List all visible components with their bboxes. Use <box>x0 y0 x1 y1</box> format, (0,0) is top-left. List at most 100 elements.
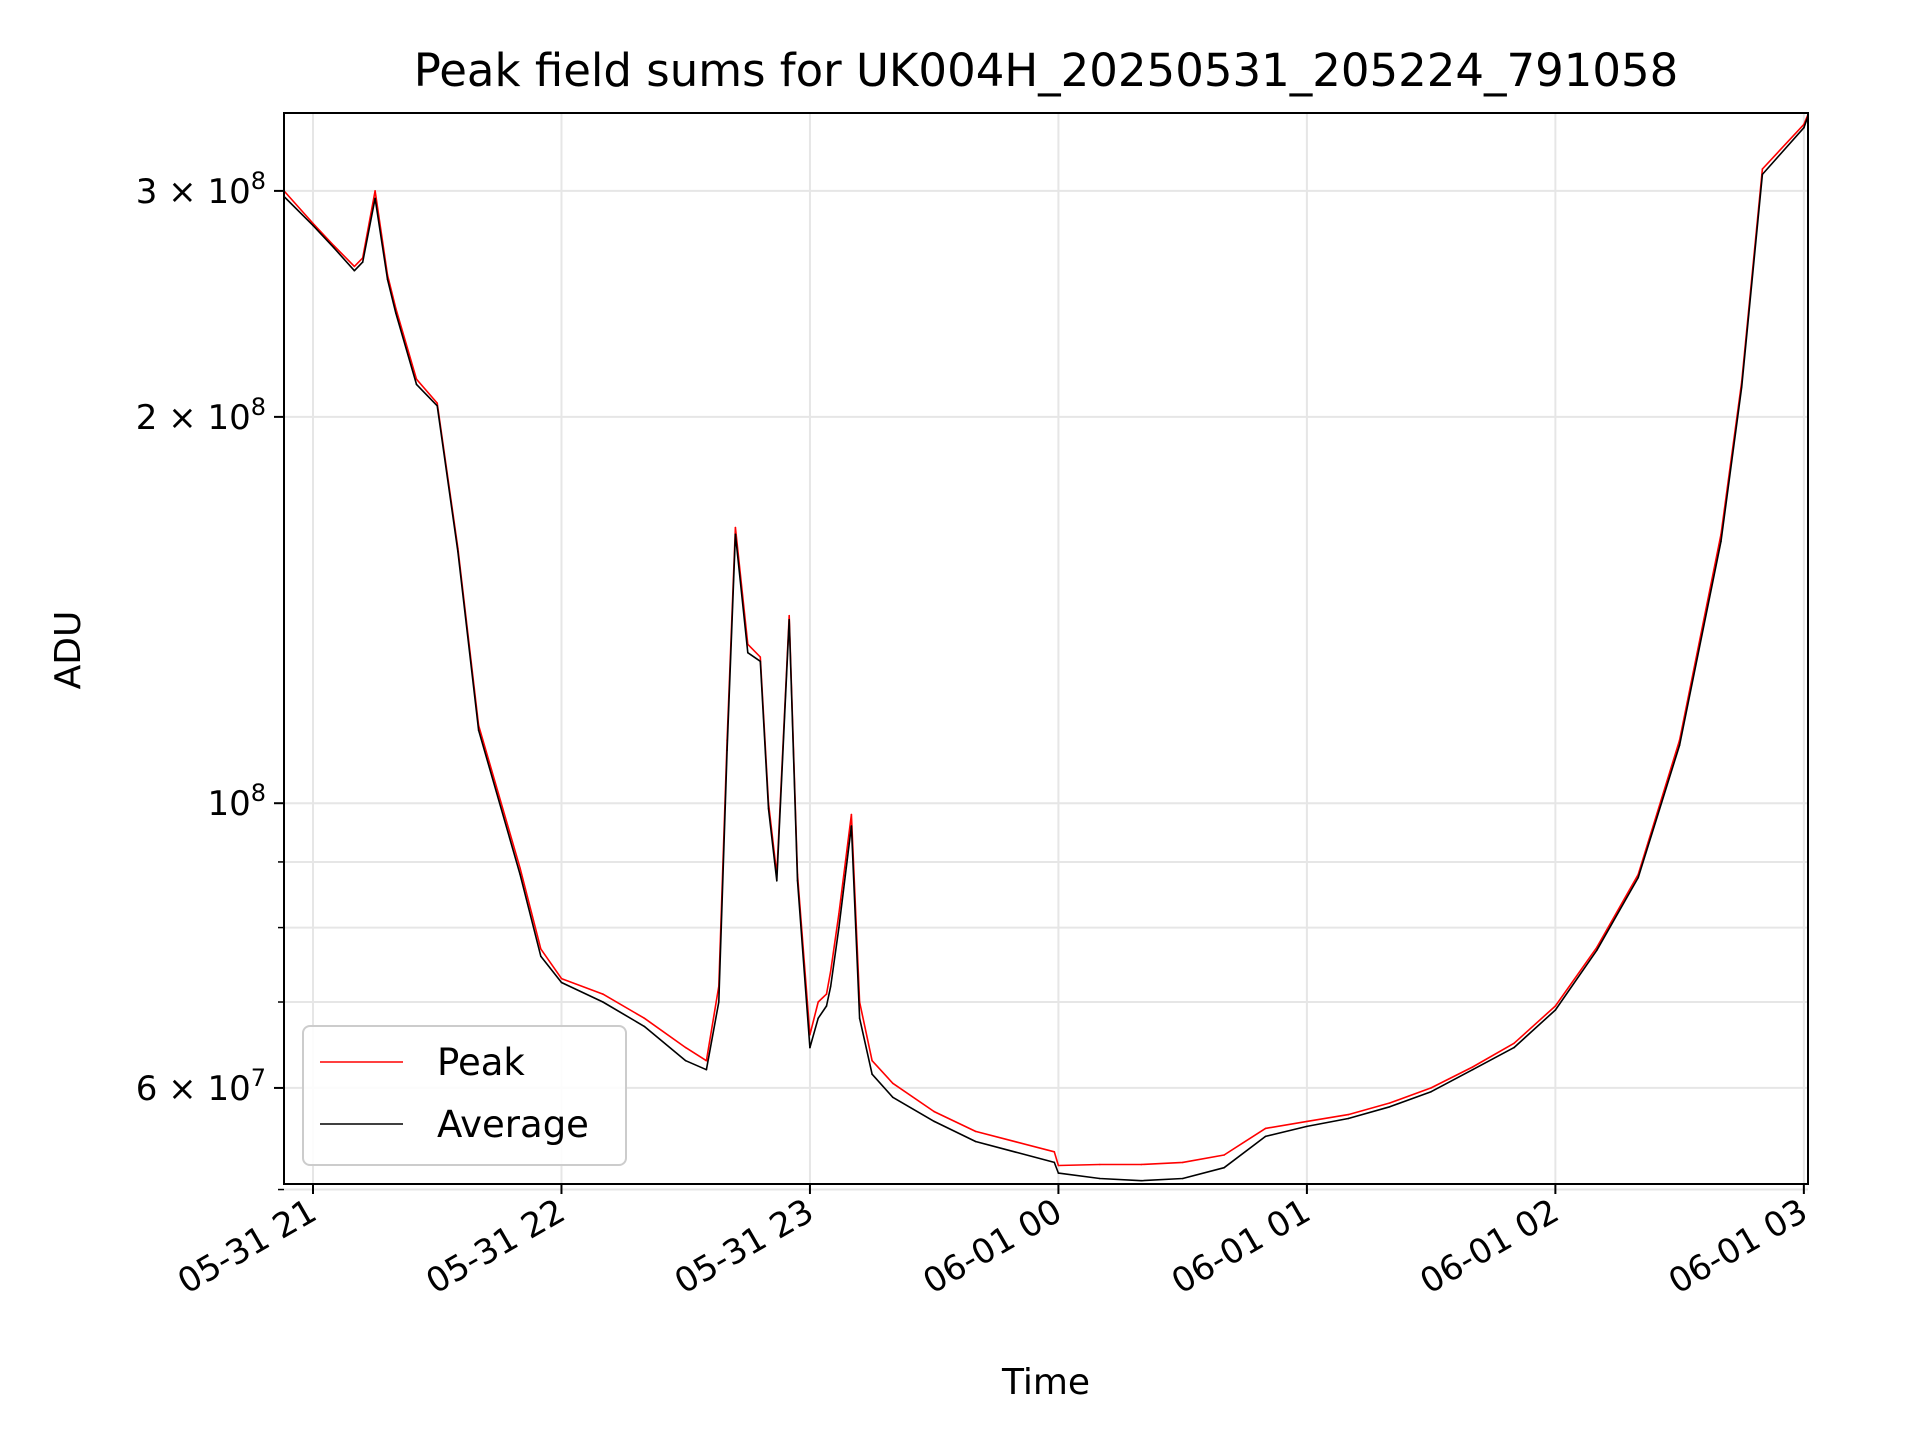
data-point-peak <box>415 378 418 381</box>
data-point-peak <box>1388 1102 1391 1104</box>
data-point-peak <box>1596 946 1598 949</box>
data-point-average <box>436 405 439 407</box>
data-point-average <box>1637 876 1639 879</box>
data-point-average <box>560 981 563 984</box>
data-point-average <box>1761 173 1764 176</box>
data-point-average <box>312 224 314 227</box>
data-point-average <box>1513 1046 1515 1049</box>
data-point-average <box>974 1140 977 1143</box>
data-point-average <box>726 749 728 751</box>
data-point-peak <box>1264 1127 1267 1130</box>
legend-label-peak: Peak <box>437 1041 525 1084</box>
data-point-peak <box>829 970 832 972</box>
series-line-peak <box>283 114 1809 1167</box>
data-point-peak <box>817 1001 819 1003</box>
data-point-peak <box>825 993 828 995</box>
data-point-average <box>1471 1068 1474 1071</box>
data-point-average <box>1140 1179 1143 1182</box>
data-point-peak <box>933 1110 935 1113</box>
data-point-peak <box>1761 168 1764 170</box>
data-point-peak <box>540 948 542 950</box>
data-point-peak <box>684 1046 687 1049</box>
data-point-average <box>395 312 397 314</box>
data-point-average <box>477 729 480 731</box>
y-tick-label: 6 × 107 <box>136 1064 266 1109</box>
data-point-average <box>850 825 853 827</box>
data-point-peak <box>1181 1161 1184 1164</box>
data-point-peak <box>974 1130 977 1133</box>
data-point-average <box>374 197 376 200</box>
y-axis: 6 × 107 108 2 × 108 3 × 108 <box>136 167 284 1191</box>
legend-label-average: Average <box>437 1103 589 1146</box>
data-point-average <box>1596 949 1598 952</box>
data-point-average <box>825 1005 828 1007</box>
y-tick-label: 2 × 108 <box>136 393 266 438</box>
data-point-average <box>643 1025 646 1028</box>
data-point-peak <box>838 913 840 915</box>
data-point-average <box>332 246 335 249</box>
data-point-peak <box>602 993 604 995</box>
data-point-average <box>1099 1177 1101 1180</box>
data-point-average <box>353 269 356 272</box>
x-tick-label: 06-01 03 <box>1662 1191 1814 1302</box>
plot-frame <box>283 112 1809 1185</box>
data-point-average <box>1388 1106 1391 1108</box>
x-axis-label: Time <box>1001 1362 1090 1403</box>
data-point-peak <box>332 244 335 247</box>
data-point-average <box>415 383 418 386</box>
data-point-average <box>829 985 832 988</box>
legend-frame <box>302 1025 627 1166</box>
data-point-average <box>858 1017 861 1019</box>
data-point-peak <box>892 1082 894 1085</box>
data-point-average <box>1554 1009 1557 1011</box>
data-point-average <box>871 1073 873 1075</box>
x-tick-label: 05-31 23 <box>668 1191 820 1302</box>
series-line-average <box>283 115 1809 1182</box>
data-point-average <box>1347 1117 1350 1120</box>
data-point-average <box>796 880 799 882</box>
data-point-peak <box>1347 1113 1350 1116</box>
data-point-average <box>809 1046 811 1049</box>
data-point-peak <box>1140 1163 1143 1166</box>
data-point-average <box>1223 1166 1225 1169</box>
y-axis-label: ADU <box>48 611 89 690</box>
data-point-peak <box>850 813 853 816</box>
x-tick-label: 06-01 00 <box>917 1191 1069 1302</box>
series-layer <box>283 113 1809 1182</box>
data-point-peak <box>1053 1151 1056 1153</box>
data-point-peak <box>312 222 314 225</box>
data-point-peak <box>353 265 356 268</box>
data-point-peak <box>734 526 737 529</box>
data-point-peak <box>374 190 376 192</box>
data-point-peak <box>436 402 439 404</box>
data-point-peak <box>1513 1042 1515 1045</box>
data-point-average <box>838 926 840 929</box>
data-point-average <box>759 660 762 663</box>
data-point-peak <box>519 867 521 869</box>
x-axis: 05-31 21 05-31 22 05-31 23 06-01 00 06-01 01… <box>171 1184 1814 1302</box>
x-tick-label: 06-01 02 <box>1413 1191 1565 1302</box>
data-point-peak <box>1430 1087 1432 1089</box>
data-point-average <box>361 261 364 263</box>
data-point-peak <box>560 977 563 980</box>
data-point-average <box>933 1120 935 1123</box>
data-point-peak <box>1223 1154 1225 1156</box>
chart-title: Peak field sums for UK004H_20250531_2052… <box>414 44 1679 97</box>
data-point-average <box>767 808 770 810</box>
data-point-average <box>540 955 542 957</box>
data-point-average <box>1181 1177 1184 1180</box>
data-point-average <box>1057 1172 1060 1174</box>
x-tick-label: 06-01 01 <box>1165 1191 1317 1302</box>
data-point-peak <box>643 1017 646 1019</box>
data-point-average <box>1678 744 1681 746</box>
data-point-average <box>776 880 778 882</box>
data-point-average <box>1803 126 1805 129</box>
data-point-peak <box>705 1059 708 1062</box>
data-point-average <box>788 618 790 621</box>
data-point-average <box>1740 386 1743 388</box>
data-point-average <box>718 1001 720 1003</box>
data-point-average <box>684 1059 687 1062</box>
data-point-average <box>1264 1135 1267 1138</box>
y-tick-label: 108 <box>207 779 266 824</box>
data-point-peak <box>788 614 790 617</box>
